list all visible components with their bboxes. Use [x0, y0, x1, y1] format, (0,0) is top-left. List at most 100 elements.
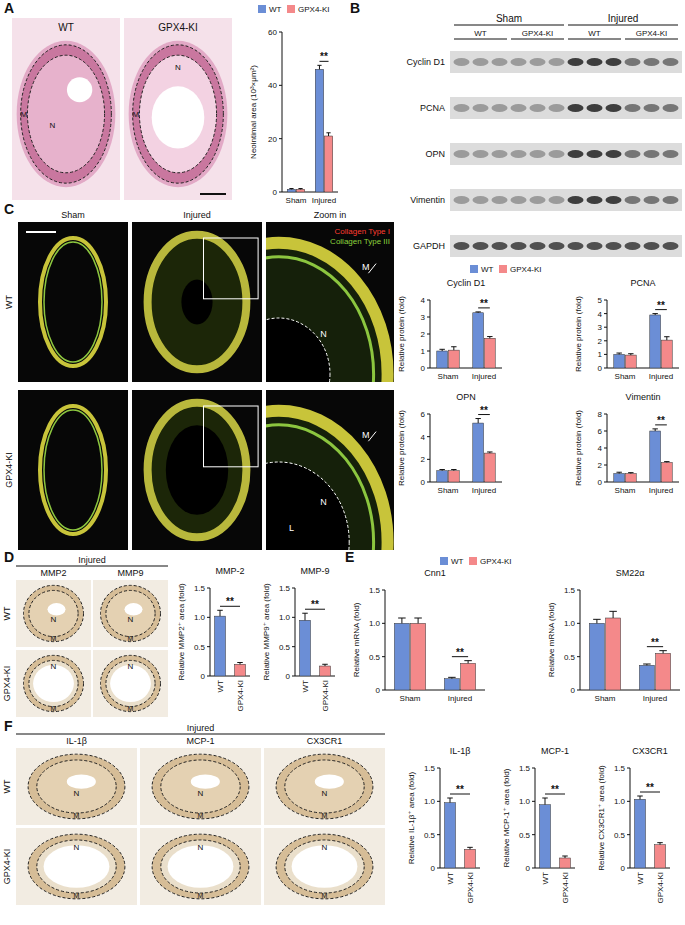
y-tick-label: 1.5 [194, 584, 206, 593]
error-bar [475, 419, 480, 424]
chart: 00.51.01.5Relative mRNA (fold)Cnn1ShamIn… [352, 557, 512, 703]
y-tick-label: 1.0 [564, 619, 576, 628]
y-tick [427, 436, 430, 437]
y-tick [604, 448, 607, 449]
blot-band [587, 150, 603, 158]
arrow [368, 264, 376, 274]
lumen [152, 86, 205, 148]
bar [635, 799, 646, 868]
chart: 0204060Neointimal area (10³×μm²)ShamInju… [249, 5, 338, 205]
error-bar [593, 619, 601, 623]
heading: Injured [78, 555, 106, 565]
legend-label: GPX4-KI [298, 5, 330, 14]
bar [650, 315, 661, 368]
blot-band [511, 104, 527, 112]
y-tick-label: 0 [421, 364, 426, 373]
x-tick-label: WT [301, 680, 310, 693]
error-bar [664, 337, 669, 340]
ihc-image [264, 748, 385, 825]
y-tick-label: 2 [421, 330, 426, 339]
y-axis [385, 590, 386, 690]
panel-label: B [350, 0, 360, 16]
blot-band [625, 104, 641, 112]
vessel-wall [266, 243, 388, 382]
blot-band [568, 150, 584, 158]
region-label: M [51, 635, 57, 642]
bar [445, 803, 456, 868]
chart-title: Vimentin [626, 392, 661, 402]
boundary [101, 585, 161, 641]
chart: 01234Relative protein (fold)Cyclin D1Sha… [397, 265, 542, 381]
y-tick [604, 300, 607, 301]
zoom-content [266, 243, 388, 382]
blot-band [663, 242, 679, 250]
scale-bar [26, 231, 56, 233]
ihc-image [264, 828, 385, 905]
fluor-image [132, 390, 262, 550]
y-tick [437, 834, 440, 835]
chart: 00.51.01.5Relative mRNA (fold)SM22αShamI… [547, 568, 680, 703]
ihc-image [16, 650, 91, 717]
blot-band [587, 104, 603, 112]
x-tick-label: GPX4-KI [466, 872, 475, 904]
plot-area [614, 314, 672, 368]
y-tick [604, 354, 607, 355]
zoom-content [266, 411, 388, 550]
blot-band [625, 58, 641, 66]
boundary [21, 45, 112, 183]
error-bar [562, 856, 568, 858]
y-tick [604, 327, 607, 328]
row-label: WT [4, 295, 14, 309]
region-label: M [128, 635, 134, 642]
y-tick-label: 1.0 [614, 797, 626, 806]
lumen [191, 775, 220, 789]
x-tick-label: Injured [472, 372, 496, 381]
error-bar [451, 470, 456, 471]
x-tick-label: Sham [438, 486, 459, 495]
x-tick-label: Injured [649, 372, 673, 381]
bar [296, 189, 304, 192]
y-tick [627, 834, 630, 835]
y-axis-label: Relative protein (fold) [574, 410, 583, 486]
y-tick-label: 8 [598, 410, 603, 419]
region-label: M [322, 812, 328, 819]
lumen [67, 775, 96, 789]
media [101, 585, 161, 641]
boundary [101, 655, 161, 711]
column-label: Zoom in [314, 210, 347, 220]
error-bar [414, 618, 422, 623]
column-label: GPX4-KI [158, 22, 197, 33]
y-tick-label: 0 [201, 672, 206, 681]
chart-title: IL-1β [450, 746, 471, 756]
bar [655, 845, 666, 868]
y-tick-label: 3 [598, 323, 603, 332]
boundary [276, 754, 373, 819]
region-label: M [128, 705, 134, 712]
region-label: N [322, 789, 328, 798]
blot-band [473, 58, 489, 66]
bar [656, 653, 671, 690]
y-tick [532, 868, 535, 869]
y-axis [630, 768, 631, 868]
bar [437, 351, 448, 368]
bar [589, 623, 604, 690]
y-tick-label: 1.5 [564, 586, 576, 595]
y-tick-label: 1.5 [424, 764, 436, 773]
vessel-wall [44, 242, 102, 362]
plot-area [614, 429, 672, 482]
blot-band [492, 150, 508, 158]
chart: 0246Relative protein (fold)OPNShamInjure… [397, 392, 502, 495]
y-axis-label: Relative protein (fold) [574, 296, 583, 372]
region-label: N [320, 497, 327, 507]
y-axis-label: Relative MCP-1⁺ area (fold) [502, 768, 511, 867]
legend-label: WT [269, 5, 282, 14]
blot-band [492, 196, 508, 204]
legend-swatch [258, 5, 266, 13]
blot-band [606, 58, 622, 66]
error-bar [652, 429, 657, 431]
lumen [48, 603, 66, 615]
bar [614, 354, 625, 368]
blot-band [606, 242, 622, 250]
blot-strip [450, 235, 682, 257]
error-bar [609, 611, 617, 618]
